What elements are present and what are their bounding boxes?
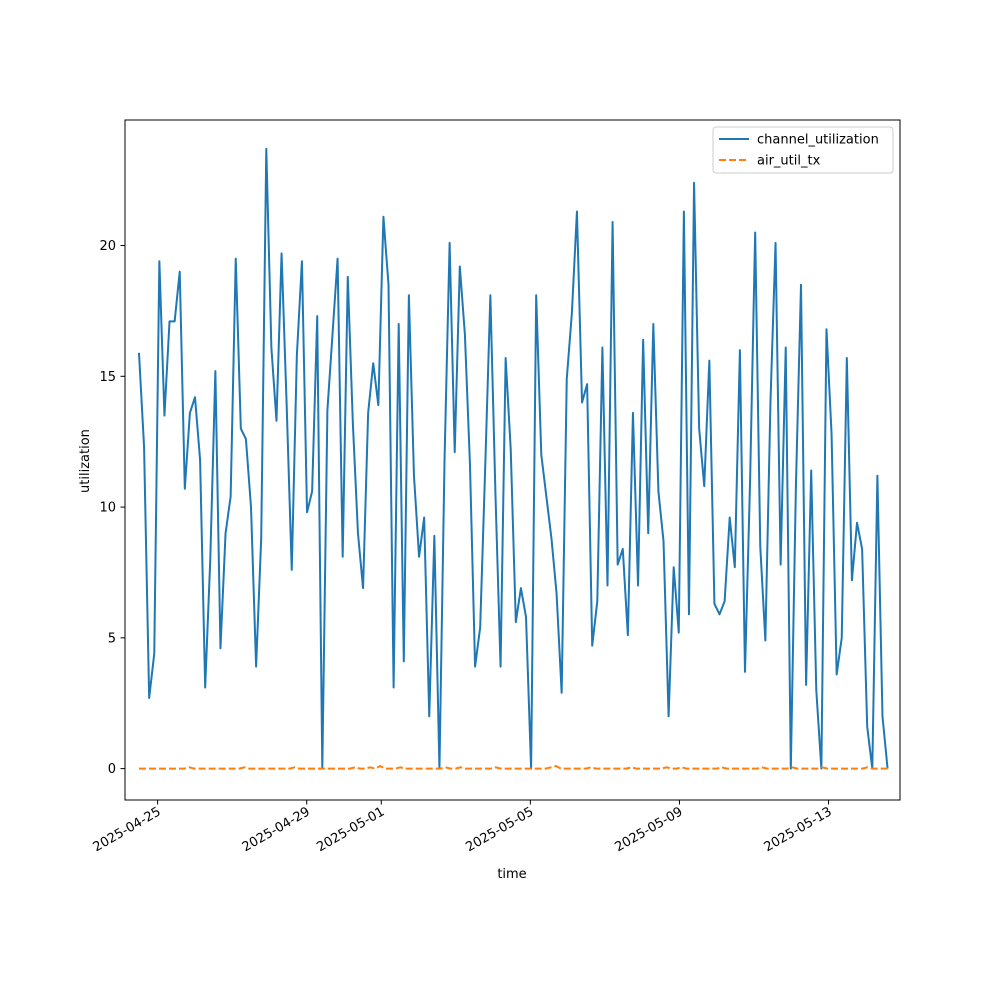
legend-label-channel-utilization: channel_utilization bbox=[757, 133, 879, 148]
y-tick-label: 5 bbox=[108, 631, 116, 646]
legend-label-air-util-tx: air_util_tx bbox=[757, 154, 821, 169]
y-tick-label: 20 bbox=[99, 239, 116, 254]
series-line-air-util-tx bbox=[138, 765, 888, 770]
y-axis-label: utilization bbox=[78, 429, 93, 493]
legend: channel_utilization air_util_tx bbox=[712, 126, 894, 174]
y-tick-label: 10 bbox=[99, 501, 116, 516]
x-axis-label: time bbox=[497, 867, 526, 882]
plot-frame bbox=[124, 119, 901, 801]
series-line-channel-utilization bbox=[137, 147, 889, 770]
y-tick-label: 0 bbox=[108, 762, 116, 777]
series-layer bbox=[137, 147, 889, 770]
legend-box bbox=[712, 126, 894, 174]
y-tick-label: 15 bbox=[99, 370, 116, 385]
y-axis: 0 5 10 15 20 bbox=[99, 239, 125, 777]
